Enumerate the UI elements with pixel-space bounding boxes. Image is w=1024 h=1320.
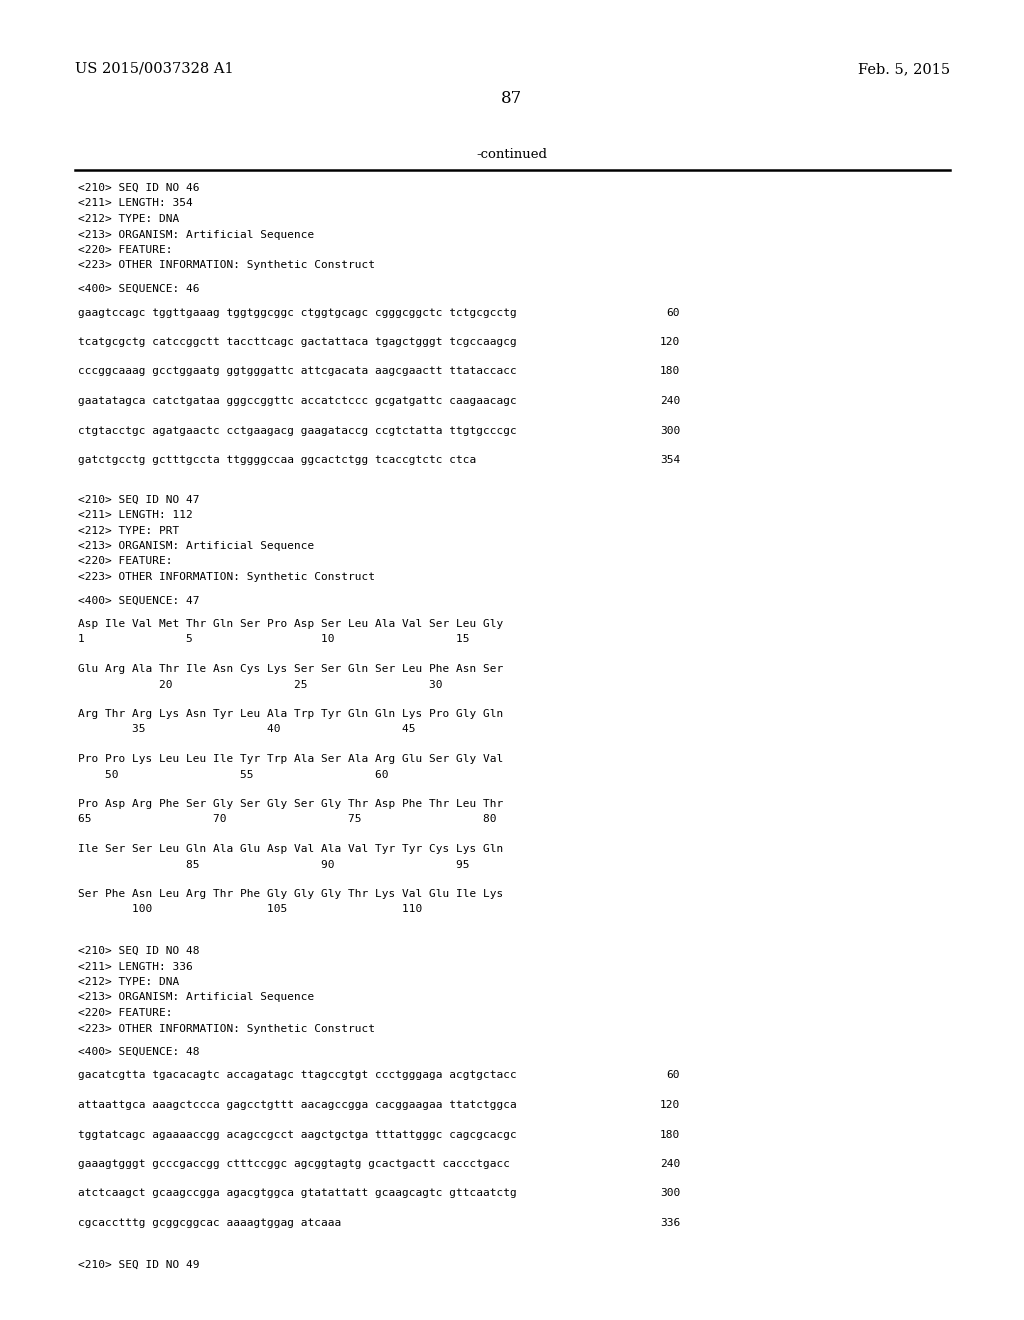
Text: <211> LENGTH: 336: <211> LENGTH: 336 (78, 961, 193, 972)
Text: <212> TYPE: PRT: <212> TYPE: PRT (78, 525, 179, 536)
Text: gaaagtgggt gcccgaccgg ctttccggc agcggtagtg gcactgactt caccctgacc: gaaagtgggt gcccgaccgg ctttccggc agcggtag… (78, 1159, 510, 1170)
Text: tcatgcgctg catccggctt taccttcagc gactattaca tgagctgggt tcgccaagcg: tcatgcgctg catccggctt taccttcagc gactatt… (78, 337, 517, 347)
Text: <211> LENGTH: 112: <211> LENGTH: 112 (78, 510, 193, 520)
Text: <223> OTHER INFORMATION: Synthetic Construct: <223> OTHER INFORMATION: Synthetic Const… (78, 572, 375, 582)
Text: Glu Arg Ala Thr Ile Asn Cys Lys Ser Ser Gln Ser Leu Phe Asn Ser: Glu Arg Ala Thr Ile Asn Cys Lys Ser Ser … (78, 664, 503, 675)
Text: 60: 60 (667, 1071, 680, 1081)
Text: <220> FEATURE:: <220> FEATURE: (78, 1008, 172, 1018)
Text: <210> SEQ ID NO 47: <210> SEQ ID NO 47 (78, 495, 200, 504)
Text: cgcacctttg gcggcggcac aaaagtggag atcaaa: cgcacctttg gcggcggcac aaaagtggag atcaaa (78, 1218, 341, 1228)
Text: Arg Thr Arg Lys Asn Tyr Leu Ala Trp Tyr Gln Gln Lys Pro Gly Gln: Arg Thr Arg Lys Asn Tyr Leu Ala Trp Tyr … (78, 709, 503, 719)
Text: <400> SEQUENCE: 47: <400> SEQUENCE: 47 (78, 595, 200, 606)
Text: 336: 336 (659, 1218, 680, 1228)
Text: 100                 105                 110: 100 105 110 (78, 904, 422, 915)
Text: 50                  55                  60: 50 55 60 (78, 770, 388, 780)
Text: attaattgca aaagctccca gagcctgttt aacagccgga cacggaagaa ttatctggca: attaattgca aaagctccca gagcctgttt aacagcc… (78, 1100, 517, 1110)
Text: tggtatcagc agaaaaccgg acagccgcct aagctgctga tttattgggc cagcgcacgc: tggtatcagc agaaaaccgg acagccgcct aagctgc… (78, 1130, 517, 1139)
Text: <400> SEQUENCE: 48: <400> SEQUENCE: 48 (78, 1047, 200, 1057)
Text: 300: 300 (659, 1188, 680, 1199)
Text: 180: 180 (659, 1130, 680, 1139)
Text: gaatatagca catctgataa gggccggttc accatctccc gcgatgattc caagaacagc: gaatatagca catctgataa gggccggttc accatct… (78, 396, 517, 407)
Text: 120: 120 (659, 1100, 680, 1110)
Text: <211> LENGTH: 354: <211> LENGTH: 354 (78, 198, 193, 209)
Text: 240: 240 (659, 396, 680, 407)
Text: <223> OTHER INFORMATION: Synthetic Construct: <223> OTHER INFORMATION: Synthetic Const… (78, 260, 375, 271)
Text: <220> FEATURE:: <220> FEATURE: (78, 557, 172, 566)
Text: <210> SEQ ID NO 49: <210> SEQ ID NO 49 (78, 1259, 200, 1270)
Text: 85                  90                  95: 85 90 95 (78, 859, 469, 870)
Text: 87: 87 (502, 90, 522, 107)
Text: 20                  25                  30: 20 25 30 (78, 680, 442, 689)
Text: 354: 354 (659, 455, 680, 465)
Text: cccggcaaag gcctggaatg ggtgggattc attcgacata aagcgaactt ttataccacc: cccggcaaag gcctggaatg ggtgggattc attcgac… (78, 367, 517, 376)
Text: 180: 180 (659, 367, 680, 376)
Text: US 2015/0037328 A1: US 2015/0037328 A1 (75, 62, 233, 77)
Text: <213> ORGANISM: Artificial Sequence: <213> ORGANISM: Artificial Sequence (78, 541, 314, 550)
Text: <213> ORGANISM: Artificial Sequence: <213> ORGANISM: Artificial Sequence (78, 230, 314, 239)
Text: <210> SEQ ID NO 46: <210> SEQ ID NO 46 (78, 183, 200, 193)
Text: atctcaagct gcaagccgga agacgtggca gtatattatt gcaagcagtc gttcaatctg: atctcaagct gcaagccgga agacgtggca gtatatt… (78, 1188, 517, 1199)
Text: Pro Asp Arg Phe Ser Gly Ser Gly Ser Gly Thr Asp Phe Thr Leu Thr: Pro Asp Arg Phe Ser Gly Ser Gly Ser Gly … (78, 799, 503, 809)
Text: gaagtccagc tggttgaaag tggtggcggc ctggtgcagc cgggcggctc tctgcgcctg: gaagtccagc tggttgaaag tggtggcggc ctggtgc… (78, 308, 517, 318)
Text: gatctgcctg gctttgccta ttggggccaa ggcactctgg tcaccgtctc ctca: gatctgcctg gctttgccta ttggggccaa ggcactc… (78, 455, 476, 465)
Text: <220> FEATURE:: <220> FEATURE: (78, 246, 172, 255)
Text: gacatcgtta tgacacagtc accagatagc ttagccgtgt ccctgggaga acgtgctacc: gacatcgtta tgacacagtc accagatagc ttagccg… (78, 1071, 517, 1081)
Text: Ile Ser Ser Leu Gln Ala Glu Asp Val Ala Val Tyr Tyr Cys Lys Gln: Ile Ser Ser Leu Gln Ala Glu Asp Val Ala … (78, 843, 503, 854)
Text: <223> OTHER INFORMATION: Synthetic Construct: <223> OTHER INFORMATION: Synthetic Const… (78, 1023, 375, 1034)
Text: <213> ORGANISM: Artificial Sequence: <213> ORGANISM: Artificial Sequence (78, 993, 314, 1002)
Text: -continued: -continued (476, 148, 548, 161)
Text: 120: 120 (659, 337, 680, 347)
Text: 240: 240 (659, 1159, 680, 1170)
Text: 60: 60 (667, 308, 680, 318)
Text: 300: 300 (659, 425, 680, 436)
Text: Asp Ile Val Met Thr Gln Ser Pro Asp Ser Leu Ala Val Ser Leu Gly: Asp Ile Val Met Thr Gln Ser Pro Asp Ser … (78, 619, 503, 630)
Text: <212> TYPE: DNA: <212> TYPE: DNA (78, 977, 179, 987)
Text: 65                  70                  75                  80: 65 70 75 80 (78, 814, 497, 825)
Text: Pro Pro Lys Leu Leu Ile Tyr Trp Ala Ser Ala Arg Glu Ser Gly Val: Pro Pro Lys Leu Leu Ile Tyr Trp Ala Ser … (78, 754, 503, 764)
Text: Ser Phe Asn Leu Arg Thr Phe Gly Gly Gly Thr Lys Val Glu Ile Lys: Ser Phe Asn Leu Arg Thr Phe Gly Gly Gly … (78, 888, 503, 899)
Text: <400> SEQUENCE: 46: <400> SEQUENCE: 46 (78, 284, 200, 294)
Text: Feb. 5, 2015: Feb. 5, 2015 (858, 62, 950, 77)
Text: <212> TYPE: DNA: <212> TYPE: DNA (78, 214, 179, 224)
Text: 1               5                   10                  15: 1 5 10 15 (78, 635, 469, 644)
Text: ctgtacctgc agatgaactc cctgaagacg gaagataccg ccgtctatta ttgtgcccgc: ctgtacctgc agatgaactc cctgaagacg gaagata… (78, 425, 517, 436)
Text: <210> SEQ ID NO 48: <210> SEQ ID NO 48 (78, 946, 200, 956)
Text: 35                  40                  45: 35 40 45 (78, 725, 416, 734)
